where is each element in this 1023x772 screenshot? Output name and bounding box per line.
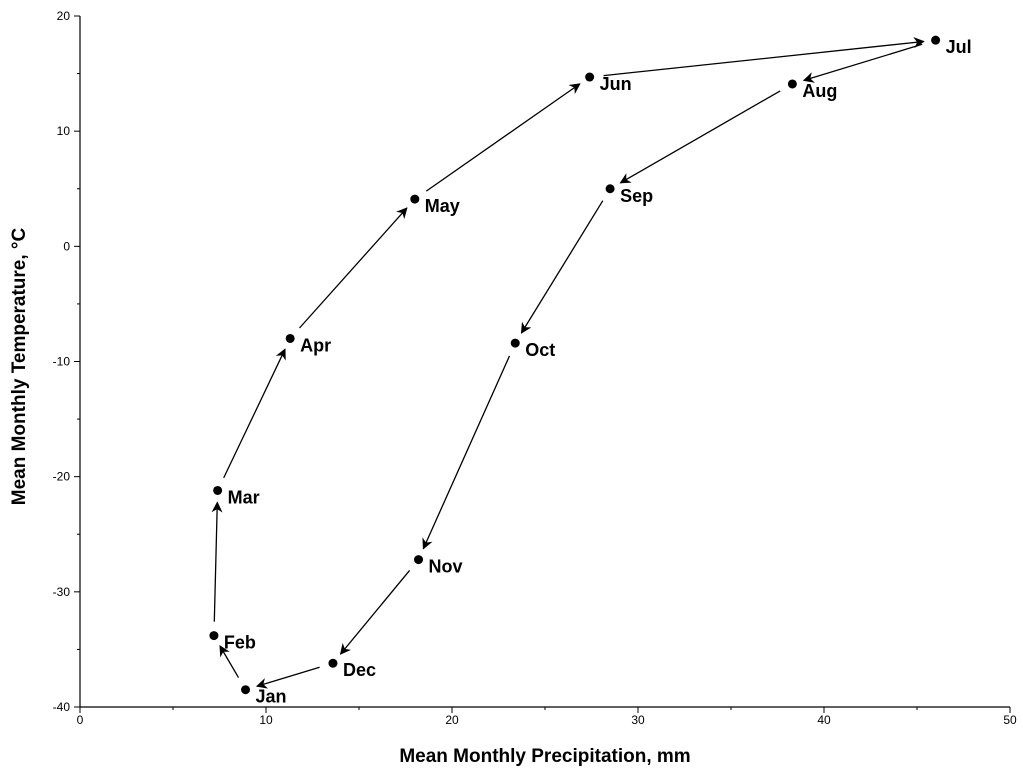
- arrow-jan-to-feb: [219, 645, 240, 678]
- y-tick-label: 20: [57, 9, 71, 23]
- arrow-dec-to-jan: [255, 666, 320, 689]
- point-label-jul: Jul: [946, 37, 972, 57]
- x-tick-label: 50: [1003, 713, 1017, 727]
- y-tick-label: -40: [53, 700, 71, 714]
- arrow-sep-to-oct: [520, 200, 604, 334]
- axes: 0 10 20 30 40 50 -40 -30 -20 -10 0 10 20: [53, 9, 1017, 727]
- arrow-feb-to-mar: [211, 501, 223, 622]
- point-label-aug: Aug: [802, 81, 837, 101]
- point-feb: [209, 631, 219, 641]
- arrow-nov-to-dec: [339, 569, 411, 655]
- y-tick-label: -20: [53, 470, 71, 484]
- point-nov: [414, 555, 424, 565]
- x-tick-label: 10: [259, 713, 273, 727]
- y-axis-title: Mean Monthly Temperature, °C: [9, 227, 30, 505]
- point-mar: [213, 485, 223, 495]
- x-tick-label: 20: [445, 713, 459, 727]
- point-may: [410, 194, 420, 204]
- point-jul: [931, 35, 941, 45]
- data-points: Jan Feb Mar Apr May Jun Jul Aug Sep Oct Nov Dec: [209, 35, 972, 707]
- x-tick-label: 30: [631, 713, 645, 727]
- point-sep: [605, 184, 615, 194]
- arrow-may-to-jun: [425, 83, 581, 192]
- month-arrows: [211, 37, 925, 689]
- point-apr: [285, 333, 295, 343]
- point-jun: [585, 72, 595, 82]
- x-tick-label: 40: [817, 713, 831, 727]
- point-label-apr: Apr: [300, 335, 331, 355]
- point-aug: [787, 79, 797, 89]
- point-label-oct: Oct: [525, 340, 555, 360]
- arrow-oct-to-nov: [422, 355, 511, 550]
- point-label-feb: Feb: [224, 633, 256, 653]
- arrow-aug-to-sep: [619, 90, 781, 184]
- arrow-jul-to-aug: [802, 43, 923, 83]
- point-label-jun: Jun: [600, 74, 632, 94]
- point-oct: [510, 338, 520, 348]
- x-axis-title: Mean Monthly Precipitation, mm: [399, 746, 690, 767]
- point-label-sep: Sep: [620, 186, 653, 206]
- y-tick-label: -30: [53, 585, 71, 599]
- point-label-mar: Mar: [228, 487, 260, 507]
- x-tick-label: 0: [77, 713, 84, 727]
- point-label-dec: Dec: [343, 660, 376, 680]
- arrow-jun-to-jul: [603, 37, 925, 77]
- y-tick-label: -10: [53, 355, 71, 369]
- point-label-jan: Jan: [256, 687, 287, 707]
- point-label-nov: Nov: [429, 557, 463, 577]
- point-label-may: May: [425, 196, 460, 216]
- arrow-apr-to-may: [299, 207, 408, 329]
- y-tick-label: 0: [63, 239, 70, 253]
- point-jan: [241, 685, 251, 695]
- point-dec: [328, 658, 338, 668]
- arrow-mar-to-apr: [223, 348, 286, 479]
- y-tick-label: 10: [57, 124, 71, 138]
